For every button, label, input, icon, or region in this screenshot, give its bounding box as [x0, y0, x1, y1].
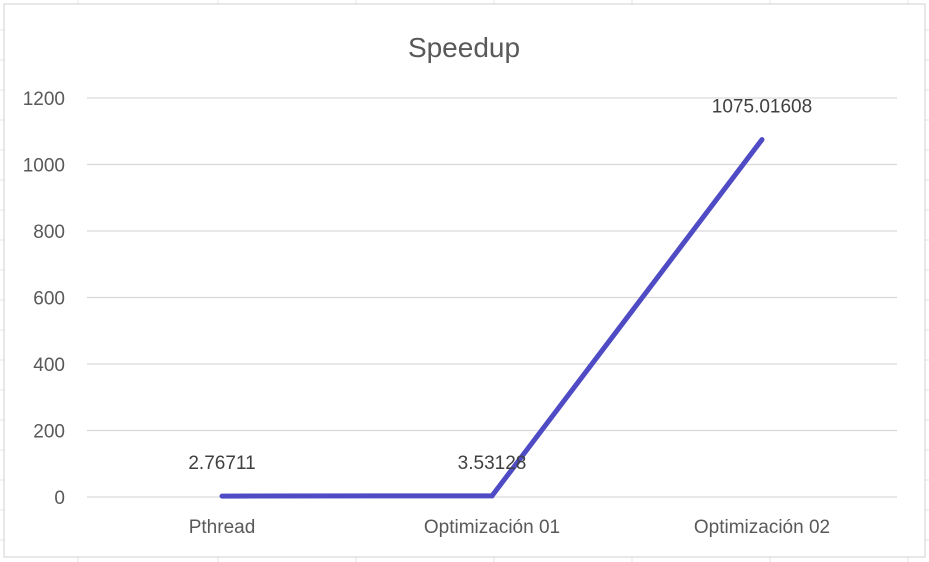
x-tick-label: Optimización 01	[424, 517, 560, 538]
y-tick-label: 1000	[23, 156, 65, 177]
x-axis-tick-labels: Pthread Optimización 01 Optimización 02	[189, 517, 830, 538]
y-tick-label: 600	[33, 289, 65, 310]
y-tick-label: 800	[33, 222, 65, 243]
x-tick-label: Pthread	[189, 517, 256, 538]
x-tick-label: Optimización 02	[694, 517, 830, 538]
y-tick-label: 400	[33, 355, 65, 376]
chart-title: Speedup	[408, 32, 520, 63]
y-axis-tick-labels: 0 200 400 600 800 1000 1200	[23, 89, 65, 509]
data-label: 1075.01608	[712, 97, 812, 118]
y-tick-label: 1200	[23, 89, 65, 110]
data-label: 3.53128	[458, 453, 527, 474]
data-labels: 2.76711 3.53128 1075.01608	[188, 97, 812, 475]
y-tick-label: 200	[33, 422, 65, 443]
chart-area-border	[3, 3, 926, 558]
series-layer	[219, 137, 765, 499]
chart-area-fill	[4, 4, 925, 557]
y-tick-label: 0	[54, 488, 65, 509]
data-label: 2.76711	[188, 453, 255, 474]
